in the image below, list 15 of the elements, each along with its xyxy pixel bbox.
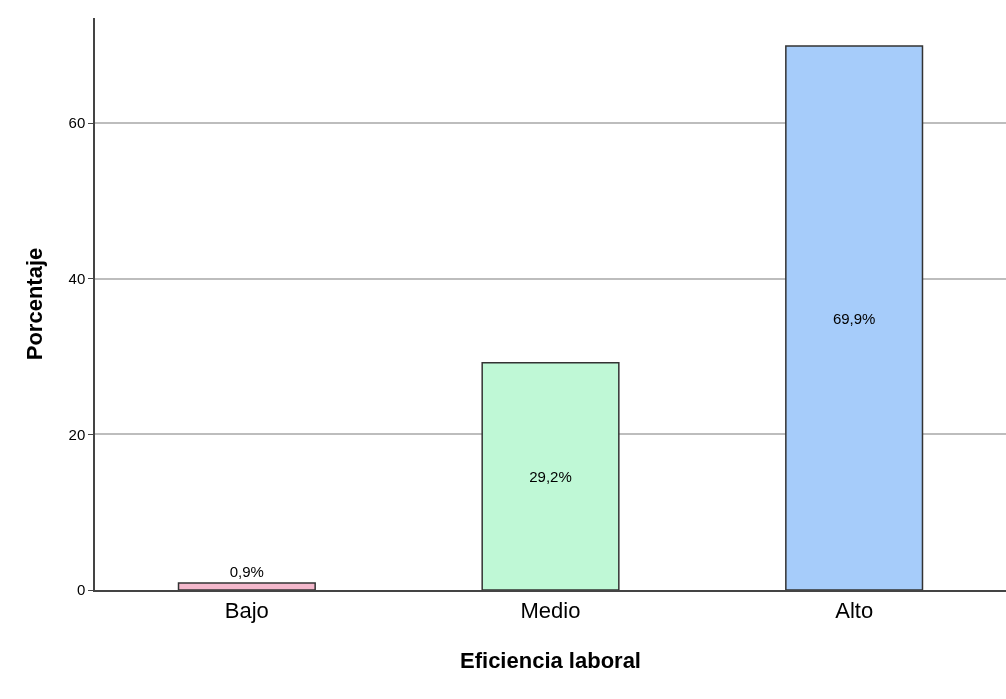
x-tick-label: Medio xyxy=(520,598,581,624)
y-axis-title: Porcentaje xyxy=(21,247,47,361)
y-tick-label: 40 xyxy=(68,269,86,287)
data-label: 0,9% xyxy=(229,563,264,580)
bar xyxy=(481,362,620,590)
bar xyxy=(785,45,924,590)
data-label: 29,2% xyxy=(529,467,572,485)
y-tick-label: 20 xyxy=(68,425,86,443)
x-tick-label: Bajo xyxy=(224,598,269,624)
bar xyxy=(177,582,316,590)
y-tick-label: 60 xyxy=(68,114,86,132)
y-tick-label: 0 xyxy=(76,581,86,599)
x-axis-title: Eficiencia laboral xyxy=(460,647,641,673)
x-tick-label: Alto xyxy=(835,598,874,624)
data-label: 69,9% xyxy=(832,309,876,327)
